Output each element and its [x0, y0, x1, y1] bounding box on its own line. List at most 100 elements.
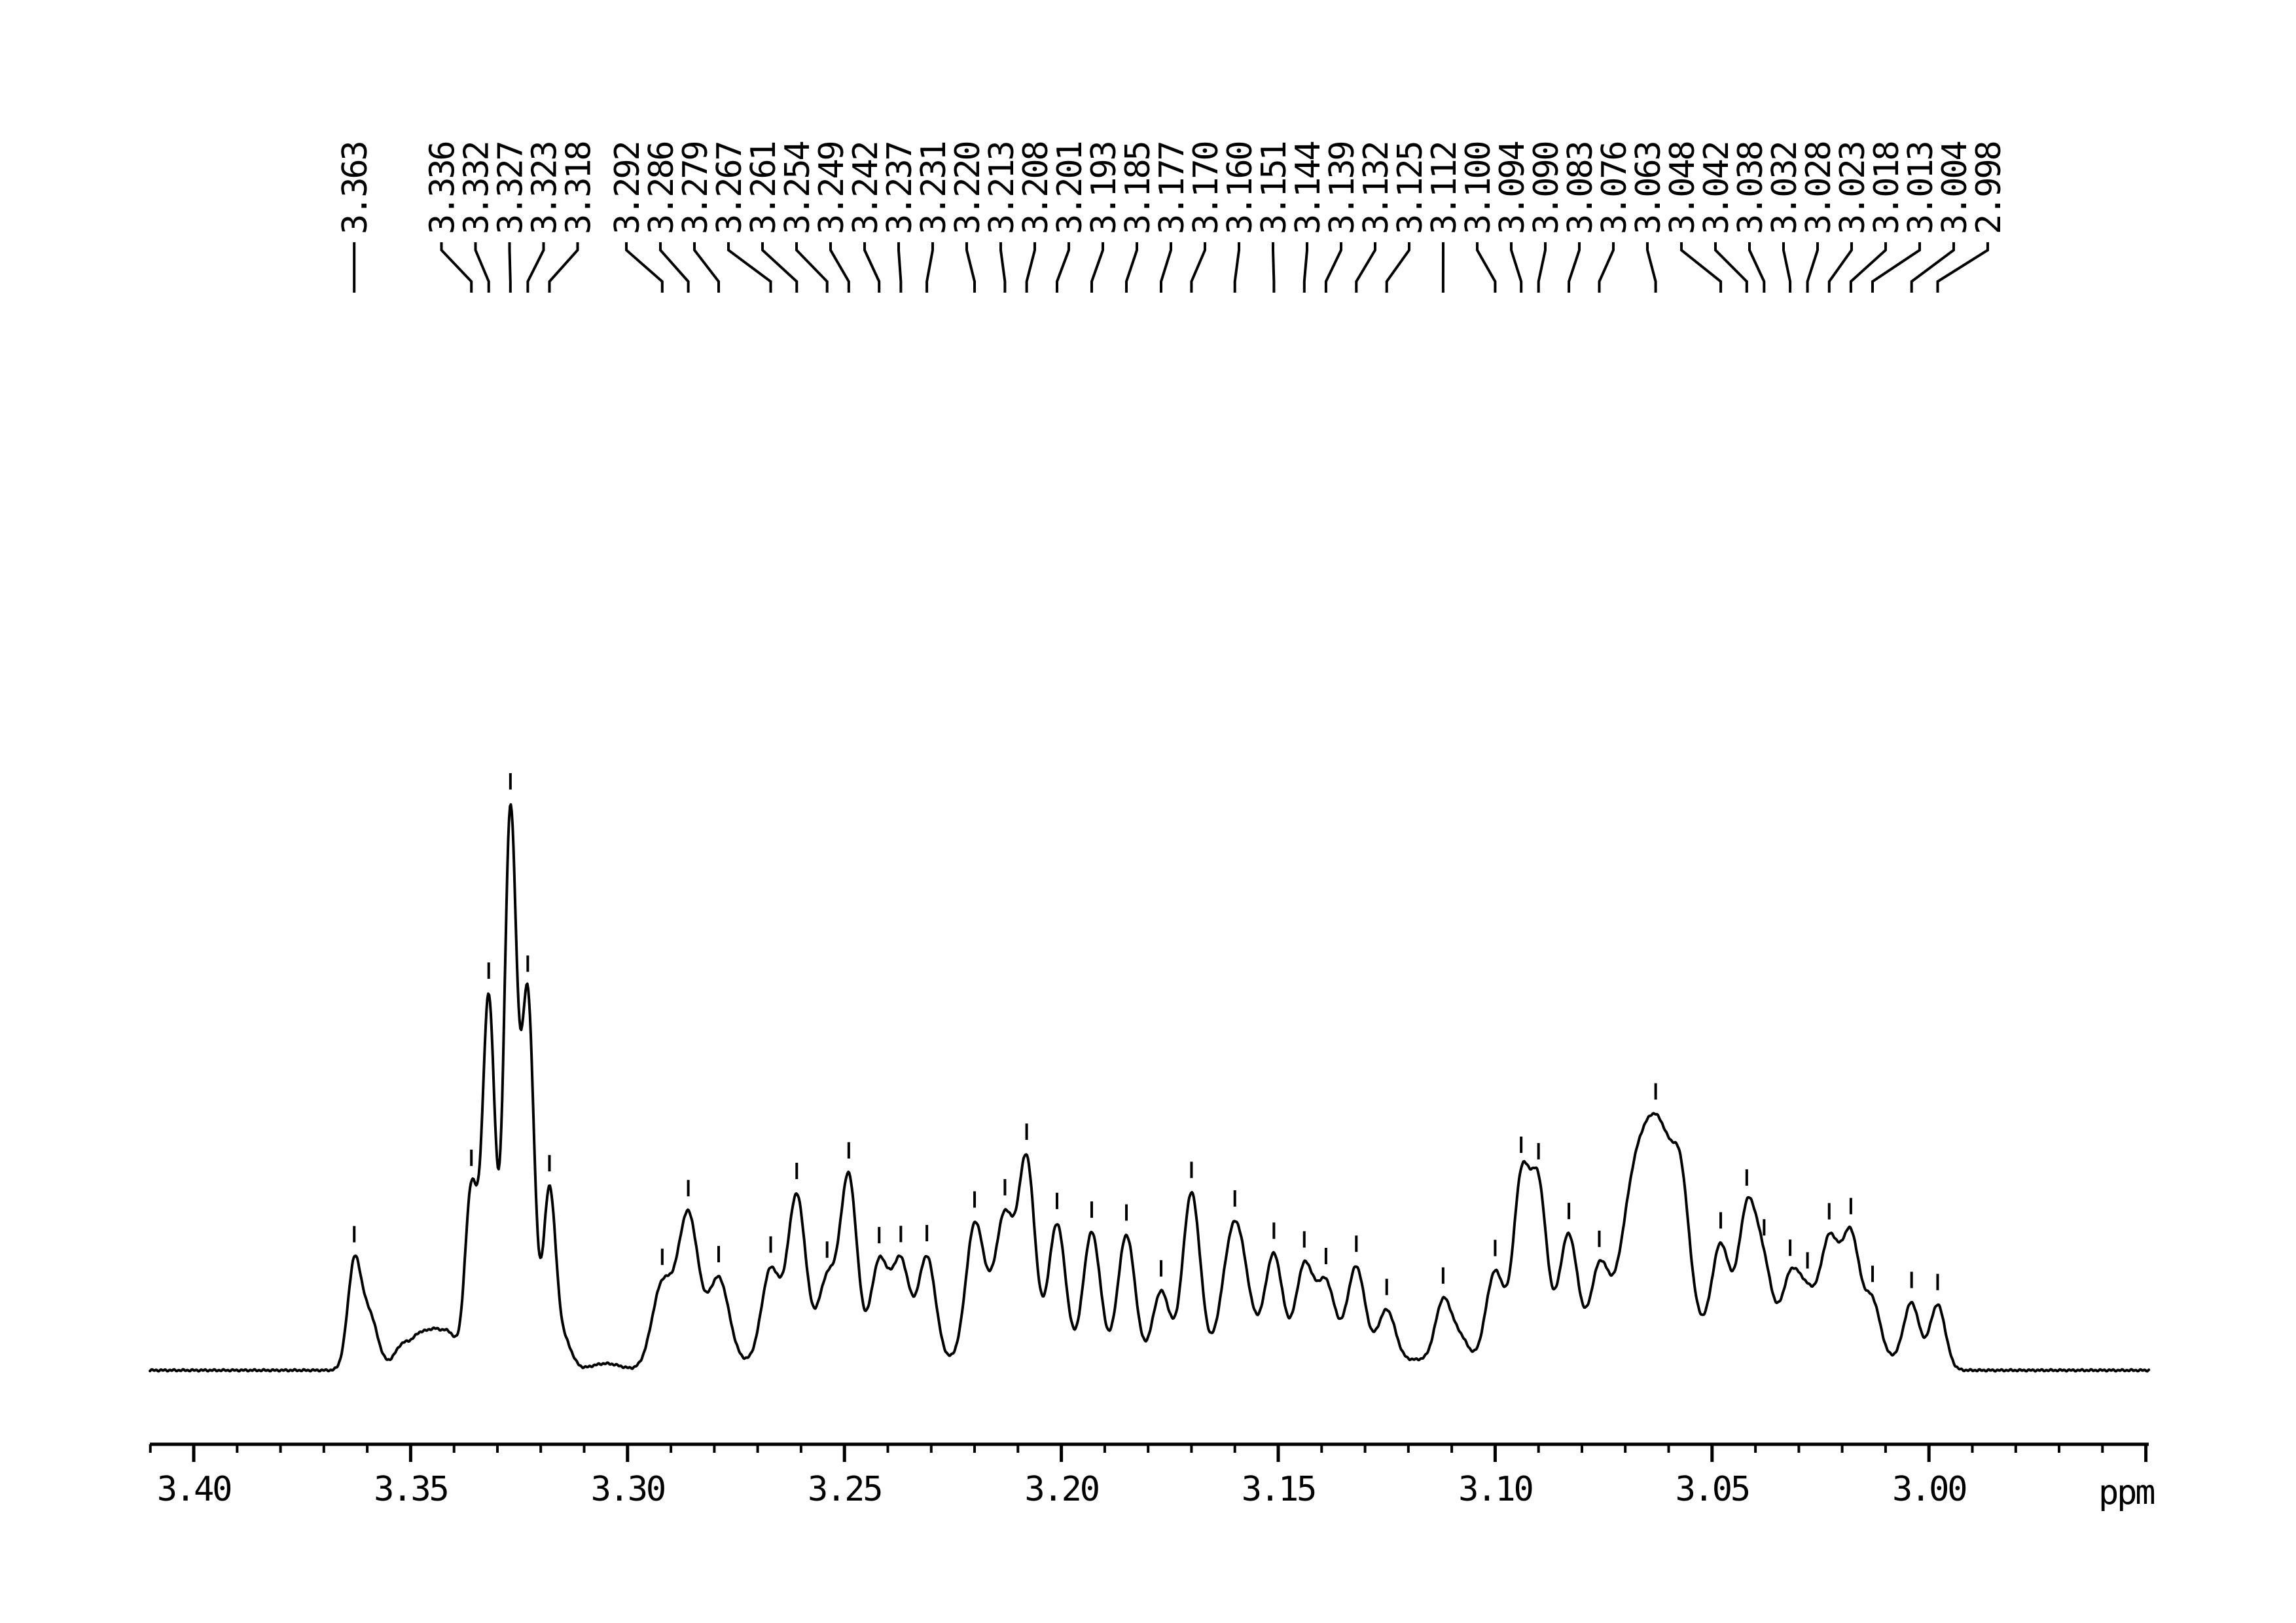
x-axis-tick-label: 3.15 [1242, 1470, 1315, 1509]
peak-label: 3.177 [1153, 142, 1192, 234]
peak-connector-line [1160, 242, 1172, 293]
peak-connector-line [625, 242, 664, 293]
peak-connector-line [693, 242, 720, 293]
x-axis-tick-label: 3.05 [1676, 1470, 1749, 1509]
peak-label: 3.038 [1731, 142, 1770, 234]
spectrum-curve [149, 803, 2151, 1373]
peak-label: 3.249 [812, 142, 852, 234]
peak-connector-line [548, 242, 579, 293]
peak-connector-line [1598, 242, 1615, 293]
peak-connector-line [761, 242, 798, 293]
peak-connector-line [1537, 242, 1547, 293]
peak-connector-line [795, 242, 829, 293]
peak-label: 3.242 [846, 142, 886, 234]
peak-marker-ticks [353, 773, 1939, 1296]
x-axis-tick-label: 3.30 [591, 1470, 664, 1509]
peak-connector-line [1680, 242, 1723, 293]
peak-connector-line [1233, 242, 1240, 293]
peak-connector-line [1025, 242, 1036, 293]
peak-connector-line [1272, 242, 1276, 293]
peak-label: 3.013 [1901, 142, 1941, 234]
peak-label: 3.028 [1799, 142, 1839, 234]
peak-label: 2.998 [1969, 142, 2009, 234]
peak-connector-line [1806, 242, 1819, 293]
peak-connector-line [1056, 242, 1070, 293]
peak-connector-line [1568, 242, 1581, 293]
peak-connector-line [1936, 242, 1989, 293]
peak-label: 3.083 [1561, 142, 1600, 234]
spectrum-trace [149, 803, 2151, 1373]
peak-label: 3.132 [1357, 142, 1396, 234]
peak-connector-line [925, 242, 934, 293]
peak-label: 3.032 [1765, 142, 1804, 234]
peak-label: 3.231 [914, 142, 954, 234]
peak-label: 3.286 [642, 142, 681, 234]
peak-label: 3.063 [1629, 142, 1668, 234]
peak-connector-line [526, 242, 545, 293]
peak-label: 3.018 [1867, 142, 1907, 234]
peak-connector-line [1190, 242, 1206, 293]
peak-connector-line [897, 242, 903, 293]
peak-connector-line [1782, 242, 1792, 293]
peak-connector-line [727, 242, 772, 293]
peak-label: 3.292 [608, 142, 647, 234]
peak-connector-line [863, 242, 881, 293]
peak-label: 3.208 [1016, 142, 1056, 234]
peak-label: 3.144 [1289, 142, 1328, 234]
peak-label: 3.004 [1935, 142, 1975, 234]
peak-label: 3.193 [1085, 142, 1124, 234]
peak-connector-line [1510, 242, 1523, 293]
peak-connector-line [508, 242, 512, 293]
peak-label: 3.336 [423, 142, 463, 234]
peak-connector-line [1385, 242, 1410, 293]
peak-connector-line [440, 242, 473, 293]
peak-label: 3.042 [1697, 142, 1736, 234]
peak-connector-line [1871, 242, 1921, 293]
peak-connector-line [1849, 242, 1887, 293]
peak-label: 3.254 [778, 142, 817, 234]
peak-label: 3.267 [710, 142, 749, 234]
peak-label: 3.318 [560, 142, 599, 234]
peak-label: 3.100 [1459, 142, 1498, 234]
x-axis-tick-label: 3.40 [157, 1470, 230, 1509]
peak-label: 3.160 [1221, 142, 1260, 234]
peak-label: 3.151 [1255, 142, 1294, 234]
peak-label: 3.213 [982, 142, 1022, 234]
peak-label: 3.201 [1050, 142, 1090, 234]
peak-label: 3.237 [880, 142, 920, 234]
peak-label: 3.048 [1663, 142, 1702, 234]
x-axis-tick-label: 3.35 [374, 1470, 447, 1509]
peak-label: 3.279 [676, 142, 715, 234]
x-axis: 3.40 3.35 3.30 3.25 3.20 3.15 3.10 3.05 3.00 [149, 1442, 2149, 1509]
peak-connector-line [1748, 242, 1766, 293]
x-axis-tick-label: 3.00 [1892, 1470, 1965, 1509]
peak-connector-line [1302, 242, 1308, 293]
peak-connector-line [1910, 242, 1955, 293]
peak-connector-line [1476, 242, 1497, 293]
peak-connector-line [1355, 242, 1376, 293]
peak-label: 3.139 [1323, 142, 1362, 234]
peak-connector-line [1827, 242, 1853, 293]
peak-label: 3.332 [457, 142, 497, 234]
peak-label: 3.220 [948, 142, 988, 234]
peak-connector-line [1090, 242, 1104, 293]
peak-connector-line [474, 242, 490, 293]
peak-connector-line [1125, 242, 1138, 293]
peak-connector-line [1714, 242, 1748, 293]
x-axis-tick-label: 3.25 [808, 1470, 881, 1509]
peak-label: 3.327 [492, 142, 531, 234]
peak-label: 3.185 [1119, 142, 1158, 234]
peak-label: 3.363 [336, 142, 375, 234]
peak-connector-line [999, 242, 1007, 293]
peak-label: 3.170 [1187, 142, 1226, 234]
peak-connector-line [829, 242, 850, 293]
x-axis-unit-label: ppm [2098, 1473, 2156, 1512]
peak-label: 3.090 [1527, 142, 1566, 234]
peak-connector-lines [353, 242, 1989, 293]
peak-label: 3.125 [1391, 142, 1430, 234]
peak-connector-line [1324, 242, 1342, 293]
x-axis-tick-label: 3.10 [1458, 1470, 1532, 1509]
peak-connector-line [1646, 242, 1657, 293]
